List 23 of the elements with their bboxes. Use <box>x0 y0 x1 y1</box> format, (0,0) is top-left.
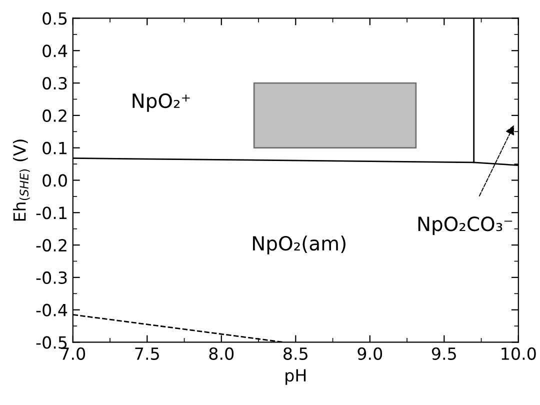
x-tick-label: 8.0 <box>209 347 234 360</box>
y-tick-label: -0.2 <box>36 238 66 252</box>
y-tick-label: 0.4 <box>42 44 68 58</box>
x-tick-label: 7.0 <box>61 347 86 360</box>
y-tick-label: -0.1 <box>36 206 66 220</box>
y-tick-label: 0.1 <box>42 142 66 154</box>
y-tick-label: -0.3 <box>36 271 67 284</box>
x-axis-title: pH <box>286 369 306 385</box>
x-tick-label: 9.5 <box>432 347 456 360</box>
x-tick-label: 10.0 <box>502 347 536 360</box>
y-tick-label: 0.3 <box>42 76 67 90</box>
y-tick-label: -0.4 <box>36 304 68 316</box>
x-tick-label: 8.5 <box>284 347 308 360</box>
y-tick-label: 0.0 <box>42 174 67 187</box>
x-tick-label: 7.5 <box>135 348 159 360</box>
y-tick-label: -0.5 <box>36 336 67 349</box>
x-tick-label: 9.0 <box>358 347 382 360</box>
y-axis-title: Eh$_{(SHE)}$ (V) <box>12 140 30 221</box>
annotation: NpO₂(am) <box>253 236 346 254</box>
annotation: NpO₂⁺ <box>132 93 190 112</box>
y-tick-label: 0.2 <box>42 109 66 122</box>
y-tick-label: 0.5 <box>42 12 67 25</box>
annotation: NpO₂CO₃⁻ <box>418 216 512 235</box>
